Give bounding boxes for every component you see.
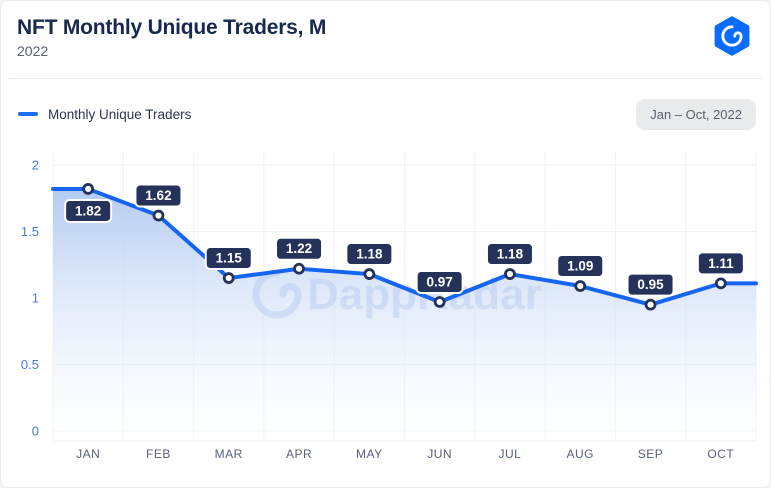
legend-line-swatch — [18, 112, 38, 116]
y-axis-label: 1 — [32, 291, 39, 306]
data-point-mar[interactable] — [222, 272, 235, 284]
data-point-sep[interactable] — [644, 298, 657, 311]
page-title: NFT Monthly Unique Traders, M — [17, 16, 327, 39]
svg-text:1.18: 1.18 — [497, 247, 524, 262]
date-range-badge: Jan – Oct, 2022 — [636, 98, 756, 130]
svg-text:0.97: 0.97 — [427, 274, 453, 289]
point-label-jul: 1.18 — [485, 242, 534, 267]
title-block: NFT Monthly Unique Traders, M 2022 — [17, 16, 326, 59]
svg-text:0.95: 0.95 — [637, 277, 664, 292]
data-point-jun[interactable] — [433, 296, 446, 308]
legend-label: Monthly Unique Traders — [48, 106, 192, 122]
x-axis-label-jul: JUL — [499, 447, 522, 461]
point-label-mar: 1.15 — [204, 246, 253, 271]
point-label-sep: 0.95 — [626, 272, 675, 297]
legend-row: Monthly Unique Traders Jan – Oct, 2022 — [18, 98, 756, 130]
series-line — [51, 186, 758, 307]
data-point-jan[interactable] — [82, 183, 95, 195]
header-divider — [9, 78, 762, 79]
data-point-jul[interactable] — [504, 268, 516, 280]
x-axis-label-feb: FEB — [146, 447, 171, 461]
svg-text:1.18: 1.18 — [356, 247, 383, 262]
x-axis-label-mar: MAR — [215, 447, 243, 461]
page-subtitle: 2022 — [17, 43, 49, 59]
x-axis-label-may: MAY — [356, 447, 383, 461]
card-header: NFT Monthly Unique Traders, M 2022 — [1, 1, 770, 59]
dappradar-logo-icon[interactable] — [710, 14, 754, 58]
point-label-jun: 0.97 — [415, 269, 464, 294]
point-label-feb: 1.62 — [134, 183, 183, 208]
x-axis-label-jan: JAN — [76, 447, 100, 461]
y-axis-label: 0 — [32, 424, 39, 439]
data-point-may[interactable] — [363, 268, 376, 280]
y-axis-label: 0.5 — [21, 357, 39, 372]
svg-text:1.62: 1.62 — [145, 188, 171, 203]
data-point-aug[interactable] — [574, 280, 587, 292]
line-chart: DappRadar 1.82 1.62 1.15 1.22 1.18 0.97 1.18 1.0… — [1, 139, 770, 487]
point-label-jan: 1.82 — [64, 198, 113, 223]
x-axis-label-sep: SEP — [638, 447, 664, 461]
point-label-aug: 1.09 — [556, 254, 605, 279]
svg-text:1.22: 1.22 — [286, 241, 312, 256]
data-point-oct[interactable] — [714, 277, 727, 290]
legend-item-monthly-unique-traders[interactable]: Monthly Unique Traders — [18, 107, 191, 122]
svg-text:1.09: 1.09 — [567, 259, 593, 274]
svg-text:1.82: 1.82 — [75, 203, 101, 218]
y-axis-label: 2 — [32, 158, 39, 173]
x-axis-label-oct: OCT — [707, 447, 734, 461]
x-axis-label-apr: APR — [286, 447, 312, 461]
x-axis-label-jun: JUN — [427, 447, 452, 461]
point-label-apr: 1.22 — [275, 236, 324, 261]
data-point-feb[interactable] — [152, 209, 165, 222]
data-point-apr[interactable] — [293, 262, 305, 275]
x-axis-label-aug: AUG — [566, 447, 594, 461]
point-label-oct: 1.11 — [696, 251, 745, 276]
svg-text:1.11: 1.11 — [708, 256, 734, 271]
area-fill — [53, 188, 756, 441]
y-axis-label: 1.5 — [21, 224, 39, 239]
point-label-may: 1.18 — [345, 242, 394, 267]
svg-text:1.15: 1.15 — [216, 251, 243, 266]
